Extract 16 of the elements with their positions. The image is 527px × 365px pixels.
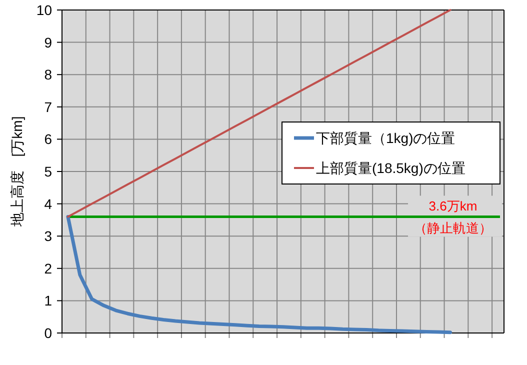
- annotation: （静止軌道）: [414, 220, 492, 236]
- y-tick-label: 8: [44, 66, 52, 83]
- y-tick-label: 2: [44, 260, 52, 276]
- y-tick-label: 5: [44, 164, 52, 180]
- y-tick-label: 1: [44, 292, 52, 309]
- legend-label: 下部質量（1kg)の位置: [316, 130, 456, 146]
- y-tick-label: 0: [44, 325, 52, 341]
- ref-line-label: 3.6万km: [428, 198, 478, 214]
- y-tick-label: 6: [44, 131, 52, 148]
- y-tick-label: 7: [44, 98, 52, 115]
- y-tick-label: 10: [36, 2, 52, 18]
- y-tick-label: 3: [44, 228, 52, 244]
- y-axis-title: 地上高度 [万km]: [9, 116, 25, 228]
- y-tick-label: 4: [44, 196, 52, 212]
- legend-label: 上部質量(18.5kg)の位置: [316, 160, 466, 176]
- y-tick-label: 9: [44, 34, 52, 50]
